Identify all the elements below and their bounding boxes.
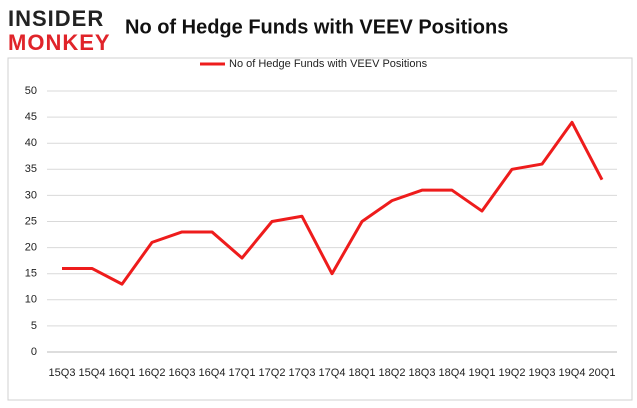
- y-tick-label: 5: [31, 320, 37, 332]
- x-tick-label: 18Q1: [349, 367, 376, 379]
- x-tick-label: 16Q3: [169, 367, 196, 379]
- x-tick-label: 19Q3: [529, 367, 556, 379]
- y-tick-label: 25: [25, 215, 37, 227]
- y-tick-label: 10: [25, 294, 37, 306]
- x-tick-label: 17Q3: [289, 367, 316, 379]
- logo-bottom: MONKEY: [8, 30, 111, 55]
- y-tick-label: 50: [25, 85, 37, 97]
- x-tick-label: 18Q4: [439, 367, 466, 379]
- data-line: [62, 120, 604, 286]
- chart-frame: [7, 57, 633, 401]
- x-tick-label: 19Q2: [499, 367, 526, 379]
- y-tick-label: 15: [25, 268, 37, 280]
- x-tick-label: 15Q4: [79, 367, 106, 379]
- x-tick-label: 17Q2: [259, 367, 286, 379]
- y-tick-label: 30: [25, 189, 37, 201]
- x-tick-label: 16Q2: [139, 367, 166, 379]
- y-tick-label: 45: [25, 111, 37, 123]
- x-tick-label: 17Q1: [229, 367, 256, 379]
- x-tick-label: 18Q3: [409, 367, 436, 379]
- logo-top: INSIDER: [8, 6, 104, 31]
- x-tick-label: 19Q1: [469, 367, 496, 379]
- x-tick-label: 17Q4: [319, 367, 346, 379]
- y-tick-label: 20: [25, 242, 37, 254]
- y-tick-label: 40: [25, 137, 37, 149]
- x-tick-label: 19Q4: [559, 367, 586, 379]
- x-tick-label: 18Q2: [379, 367, 406, 379]
- x-tick-label: 20Q1: [589, 367, 616, 379]
- y-tick-label: 0: [31, 346, 37, 358]
- chart-title: No of Hedge Funds with VEEV Positions: [125, 16, 508, 38]
- x-tick-label: 16Q4: [199, 367, 226, 379]
- legend-label: No of Hedge Funds with VEEV Positions: [229, 58, 428, 70]
- x-tick-label: 16Q1: [109, 367, 136, 379]
- y-tick-label: 35: [25, 163, 37, 175]
- x-tick-label: 15Q3: [49, 367, 76, 379]
